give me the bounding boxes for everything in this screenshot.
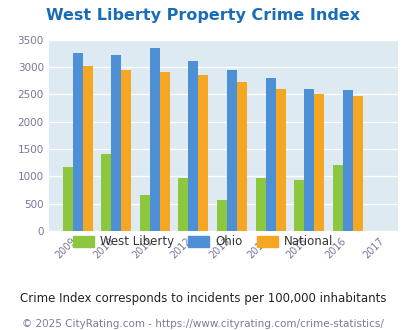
Bar (139, 195, 149, 231)
Bar (352, 96, 362, 231)
Bar (121, 70, 131, 231)
Bar (188, 61, 198, 231)
Bar (265, 78, 275, 231)
Bar (111, 55, 121, 231)
Bar (178, 178, 188, 231)
Bar (293, 181, 303, 231)
Bar (275, 89, 285, 231)
Bar (83, 66, 92, 231)
Bar (101, 154, 111, 231)
Bar (226, 70, 237, 231)
Text: West Liberty Property Crime Index: West Liberty Property Crime Index (46, 8, 359, 23)
Bar (255, 178, 265, 231)
Bar (216, 200, 226, 231)
Bar (332, 165, 342, 231)
Legend: West Liberty, Ohio, National: West Liberty, Ohio, National (68, 231, 337, 253)
Text: © 2025 CityRating.com - https://www.cityrating.com/crime-statistics/: © 2025 CityRating.com - https://www.city… (22, 319, 383, 329)
Bar (342, 90, 352, 231)
Bar (72, 53, 83, 231)
Bar (198, 75, 208, 231)
Bar (62, 167, 72, 231)
Bar (237, 82, 246, 231)
Text: Crime Index corresponds to incidents per 100,000 inhabitants: Crime Index corresponds to incidents per… (20, 292, 385, 305)
Bar (160, 72, 169, 231)
Bar (149, 48, 160, 231)
Bar (313, 94, 323, 231)
Bar (303, 89, 313, 231)
